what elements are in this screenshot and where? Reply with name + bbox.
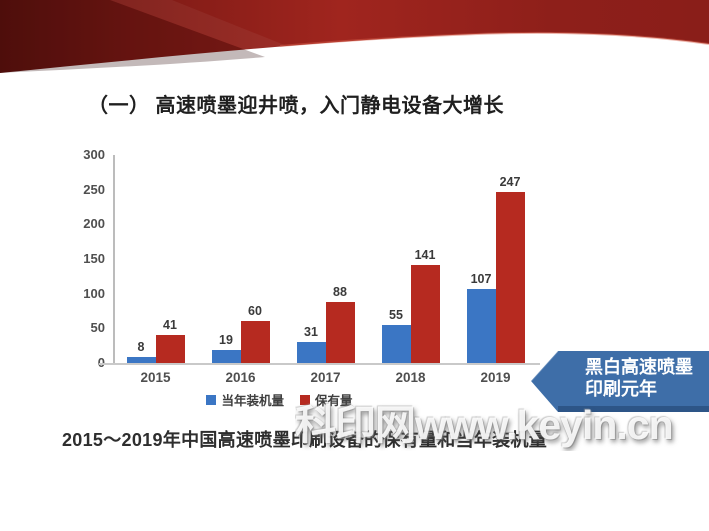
y-tick-label: 50 [90, 320, 105, 336]
legend-swatch-icon [300, 394, 310, 405]
bar-value-label: 31 [304, 324, 318, 339]
callout-arrow: 黑白高速喷墨 印刷元年 [531, 351, 709, 412]
x-tick-label: 2018 [395, 370, 426, 385]
bar-value-label: 141 [414, 248, 436, 263]
x-axis-line [99, 363, 540, 365]
arrow-left-icon [531, 351, 709, 412]
chart-legend: 当年装机量 保有量 [67, 390, 492, 409]
x-tick-label: 2015 [140, 370, 171, 385]
callout-line2: 印刷元年 [585, 379, 657, 399]
callout-text: 黑白高速喷墨 印刷元年 [585, 356, 693, 400]
bar [466, 288, 496, 363]
bar [381, 324, 411, 363]
chart-caption: 2015～2019年中国高速喷墨印刷设备的保有量和当年装机量 [62, 430, 548, 450]
bar-value-label: 8 [137, 340, 145, 355]
bar-value-label: 247 [499, 174, 521, 189]
bar-value-label: 107 [470, 271, 492, 286]
bar-value-label: 55 [389, 307, 403, 322]
y-tick-label: 250 [83, 181, 105, 197]
y-tick-label: 100 [83, 285, 105, 301]
bar [325, 301, 355, 363]
legend-item: 当年装机量 [206, 390, 284, 409]
y-tick-label: 300 [83, 147, 105, 162]
legend-item: 保有量 [300, 390, 353, 409]
header-ribbon-decoration [0, 0, 709, 73]
legend-swatch-icon [206, 394, 217, 405]
bar-value-label: 41 [163, 317, 177, 332]
y-tick-label: 0 [75, 355, 105, 370]
callout-line1: 黑白高速喷墨 [585, 357, 693, 377]
legend-label: 保有量 [315, 394, 353, 408]
bar-value-label: 88 [333, 284, 347, 299]
slide-title: （一） 高速喷墨迎井喷，入门静电设备大增长 [88, 95, 505, 117]
bar [155, 334, 185, 363]
x-tick-label: 2017 [310, 370, 341, 385]
bar-value-label: 60 [248, 304, 262, 319]
bar [126, 357, 156, 363]
bar [296, 341, 326, 363]
bar-chart: 0 50 100 150 200 250 300 8 41 2015 19 60 2016 31 88 201… [75, 145, 545, 408]
watermark: 科印网www.keyin.cn [295, 402, 674, 448]
x-tick-label: 2016 [225, 370, 256, 385]
bar [410, 265, 440, 363]
y-axis-line [113, 155, 115, 363]
y-tick-label: 200 [83, 216, 105, 232]
x-tick-label: 2019 [480, 370, 511, 385]
y-tick-label: 150 [83, 251, 105, 266]
legend-label: 当年装机量 [221, 394, 284, 408]
bar-value-label: 19 [219, 332, 233, 347]
bar [240, 321, 270, 363]
bar [495, 191, 525, 363]
bar [211, 349, 241, 363]
